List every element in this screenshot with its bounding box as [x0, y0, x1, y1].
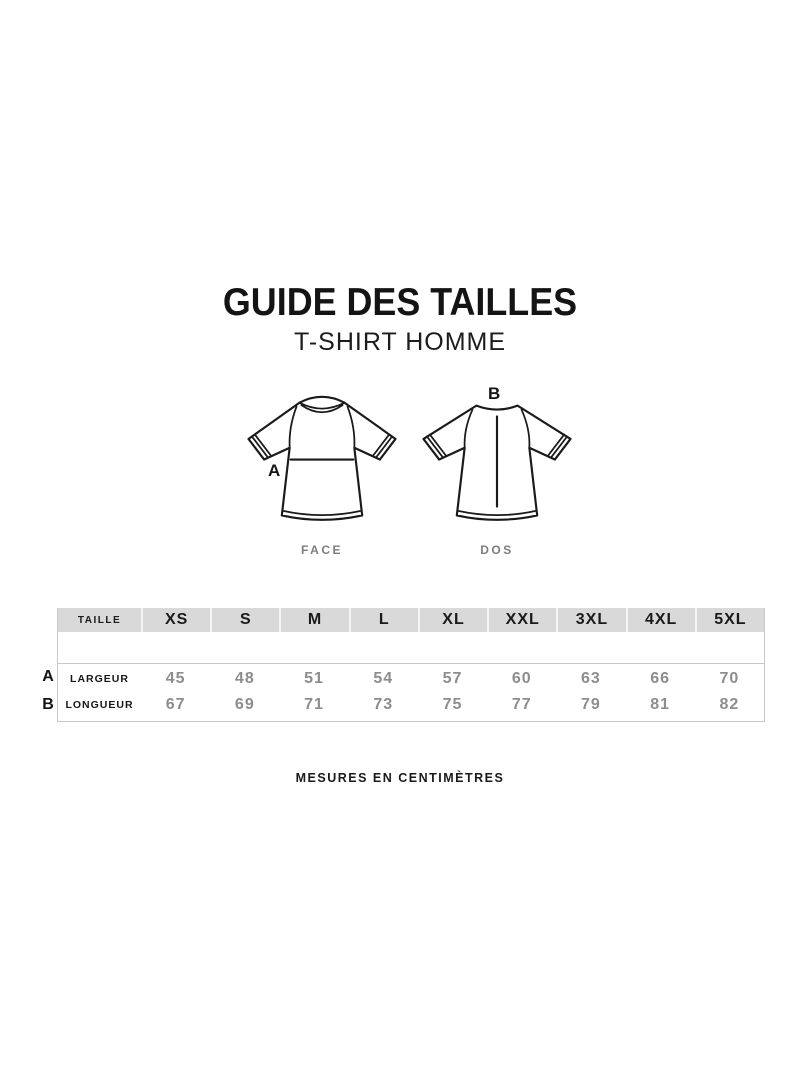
value-largeur-4xl: 66: [650, 670, 671, 687]
value-longueur-l: 73: [373, 696, 394, 713]
value-largeur-l: 54: [373, 670, 394, 687]
size-table: TAILLE XS S M L XL XXL 3XL 4XL 5XL LARGE…: [57, 608, 765, 722]
table-row-marker-b: B: [42, 696, 54, 713]
value-longueur-3xl: 79: [581, 696, 601, 713]
tshirt-front-drawing: [237, 388, 407, 535]
value-largeur-5xl: 70: [719, 670, 740, 687]
front-view-label: FACE: [300, 543, 343, 557]
tshirt-front-icon: [247, 395, 397, 521]
size-table-header-row: TAILLE XS S M L XL XXL 3XL 4XL 5XL: [58, 608, 764, 632]
header-cell-size-xl: XL: [417, 608, 487, 632]
value-longueur-4xl: 81: [650, 696, 671, 713]
value-largeur-xl: 57: [442, 670, 463, 687]
row-label-largeur: LARGEUR: [70, 673, 129, 685]
header-cell-size-l: L: [348, 608, 418, 632]
header-cell-size-xxl: XXL: [487, 608, 556, 632]
value-largeur-s: 48: [234, 670, 255, 687]
table-row-longueur: LONGUEUR 67 69 71 73 75 77 79 81 82: [58, 692, 764, 718]
value-longueur-5xl: 82: [719, 696, 740, 713]
row-label-longueur: LONGUEUR: [65, 699, 134, 711]
header-cell-size-m: M: [279, 608, 348, 632]
value-largeur-xxl: 60: [511, 670, 532, 687]
header-cell-size-3xl: 3XL: [556, 608, 625, 632]
header-cell-size-xs: XS: [141, 608, 210, 632]
header-cell-size-s: S: [210, 608, 279, 632]
header-cell-size-5xl: 5XL: [694, 608, 764, 632]
page-title: GUIDE DES TAILLES: [222, 281, 578, 324]
page-subtitle: T-SHIRT HOMME: [293, 328, 507, 356]
size-table-spacer-row: [58, 632, 764, 663]
size-table-body: LARGEUR 45 48 51 54 57 60 63 66 70 LONGU…: [58, 663, 764, 721]
table-row-largeur: LARGEUR 45 48 51 54 57 60 63 66 70: [58, 666, 764, 692]
measurement-note: MESURES EN CENTIMÈTRES: [295, 771, 505, 785]
value-longueur-xxl: 77: [511, 696, 532, 713]
tshirt-back-icon: [422, 404, 572, 521]
value-longueur-xl: 75: [442, 696, 463, 713]
header-cell-size-4xl: 4XL: [625, 608, 695, 632]
value-largeur-xs: 45: [165, 670, 186, 687]
marker-a-label: A: [268, 461, 281, 480]
value-longueur-m: 71: [304, 696, 324, 713]
header-cell-taille: TAILLE: [77, 614, 122, 626]
back-view-label: DOS: [480, 543, 514, 557]
value-largeur-3xl: 63: [581, 670, 601, 687]
marker-b-label: B: [488, 384, 501, 403]
value-largeur-m: 51: [304, 670, 324, 687]
tshirt-back-drawing: [412, 388, 582, 535]
value-longueur-s: 69: [234, 696, 255, 713]
value-longueur-xs: 67: [165, 696, 186, 713]
table-row-marker-a: A: [42, 668, 54, 685]
